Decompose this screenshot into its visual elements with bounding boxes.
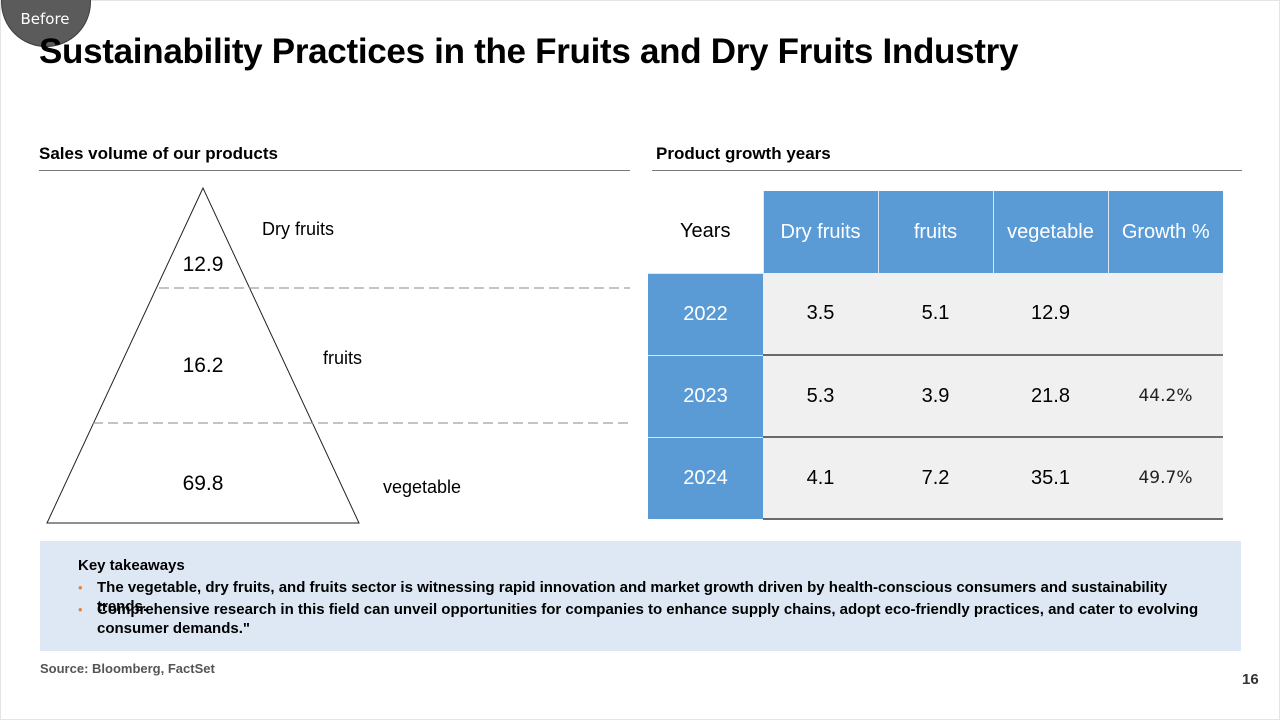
table-row: 2022 3.5 5.1 12.9: [648, 272, 1223, 356]
pyramid-tier-2-label: fruits: [323, 348, 363, 368]
table-header-row: Years Dry fruits fruits vegetable Growth…: [648, 191, 1223, 273]
source-note: Source: Bloomberg, FactSet: [40, 661, 215, 676]
cell-fruits: 3.9: [878, 355, 993, 438]
header-fruits: fruits: [877, 191, 993, 273]
pyramid-tier-1-value: 12.9: [182, 253, 224, 276]
pyramid-tier-2-value: 16.2: [182, 354, 224, 377]
pyramid-tier-1-label: Dry fruits: [262, 219, 334, 239]
cell-dry-fruits: 3.5: [763, 273, 878, 356]
growth-table: Years Dry fruits fruits vegetable Growth…: [648, 191, 1223, 520]
pyramid-tier-3-label: vegetable: [383, 477, 462, 497]
table-row: 2023 5.3 3.9 21.8 44.2%: [648, 354, 1223, 438]
header-years: Years: [648, 191, 763, 273]
table-row: 2024 4.1 7.2 35.1 49.7%: [648, 436, 1223, 520]
pyramid-tier-3-value: 69.8: [182, 472, 224, 495]
bullet-icon: •: [78, 580, 83, 595]
cell-fruits: 5.1: [878, 273, 993, 356]
bullet-icon: •: [78, 602, 83, 617]
cell-growth: [1108, 273, 1223, 356]
growth-section-rule: [652, 170, 1242, 171]
cell-dry-fruits: 4.1: [763, 437, 878, 520]
cell-vegetable: 12.9: [993, 273, 1108, 356]
header-dry-fruits: Dry fruits: [762, 191, 878, 273]
key-takeaways-heading: Key takeaways: [78, 557, 185, 574]
cell-vegetable: 21.8: [993, 355, 1108, 438]
pyramid-outline: [46, 186, 360, 524]
cell-growth: 49.7%: [1108, 437, 1223, 520]
pyramid-diagram: [46, 186, 630, 524]
cell-vegetable: 35.1: [993, 437, 1108, 520]
page-number: 16: [1242, 671, 1259, 688]
pyramid-section-rule: [39, 170, 630, 171]
takeaway-item: Comprehensive research in this field can…: [97, 601, 1199, 637]
row-year: 2023: [648, 354, 763, 437]
pyramid-section-heading: Sales volume of our products: [39, 144, 278, 163]
page-title: Sustainability Practices in the Fruits a…: [39, 32, 1019, 71]
before-badge-label: Before: [20, 10, 70, 28]
header-growth: Growth %: [1107, 191, 1223, 273]
header-vegetable: vegetable: [992, 191, 1108, 273]
key-takeaways-box: Key takeaways • The vegetable, dry fruit…: [40, 541, 1241, 651]
cell-growth: 44.2%: [1108, 355, 1223, 438]
growth-section-heading: Product growth years: [656, 144, 831, 163]
row-year: 2024: [648, 436, 763, 519]
cell-dry-fruits: 5.3: [763, 355, 878, 438]
row-year: 2022: [648, 272, 763, 355]
takeaway-item: The vegetable, dry fruits, and fruits se…: [97, 579, 1168, 615]
cell-fruits: 7.2: [878, 437, 993, 520]
